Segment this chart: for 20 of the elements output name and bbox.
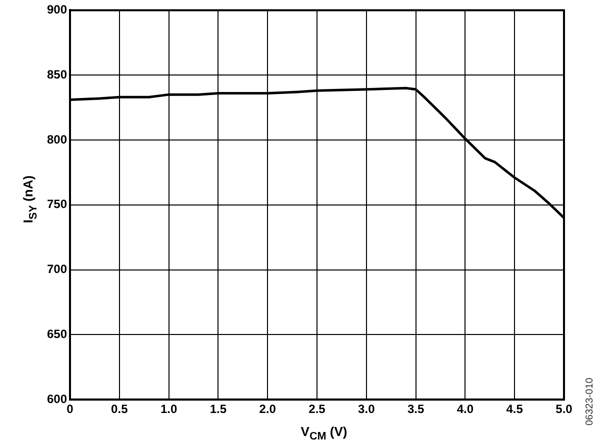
x-axis-title: V$_{CM}$ (V) xyxy=(300,424,348,443)
y-tick-label: 650 xyxy=(46,327,68,342)
y-tick-label: 900 xyxy=(46,2,68,17)
x-tick-label: 0 xyxy=(66,402,74,416)
y-tick-label: 800 xyxy=(46,132,68,146)
x-tick-label: 3.5 xyxy=(407,402,424,416)
x-tick-label: 4.5 xyxy=(506,402,524,416)
y-tick-label: 700 xyxy=(46,262,68,276)
x-tick-label: 1.0 xyxy=(160,402,178,416)
text: 06323-010 xyxy=(584,376,596,426)
x-tick-label: 2.0 xyxy=(259,402,276,416)
y-tick-label: 750 xyxy=(46,197,68,212)
x-tick-label: 2.5 xyxy=(308,402,326,416)
y-tick-label: 600 xyxy=(46,392,68,406)
x-tick-label: 5.0 xyxy=(556,402,573,416)
x-tick-label: 3.0 xyxy=(358,402,376,416)
y-tick-label: 850 xyxy=(46,67,68,82)
x-tick-label: 4.0 xyxy=(456,402,474,416)
x-tick-label: 0.5 xyxy=(111,402,128,416)
x-tick-label: 1.5 xyxy=(210,402,227,416)
